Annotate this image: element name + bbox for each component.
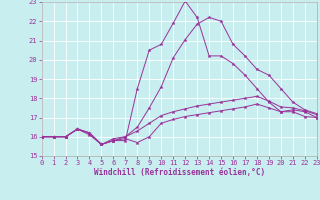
X-axis label: Windchill (Refroidissement éolien,°C): Windchill (Refroidissement éolien,°C): [94, 168, 265, 177]
